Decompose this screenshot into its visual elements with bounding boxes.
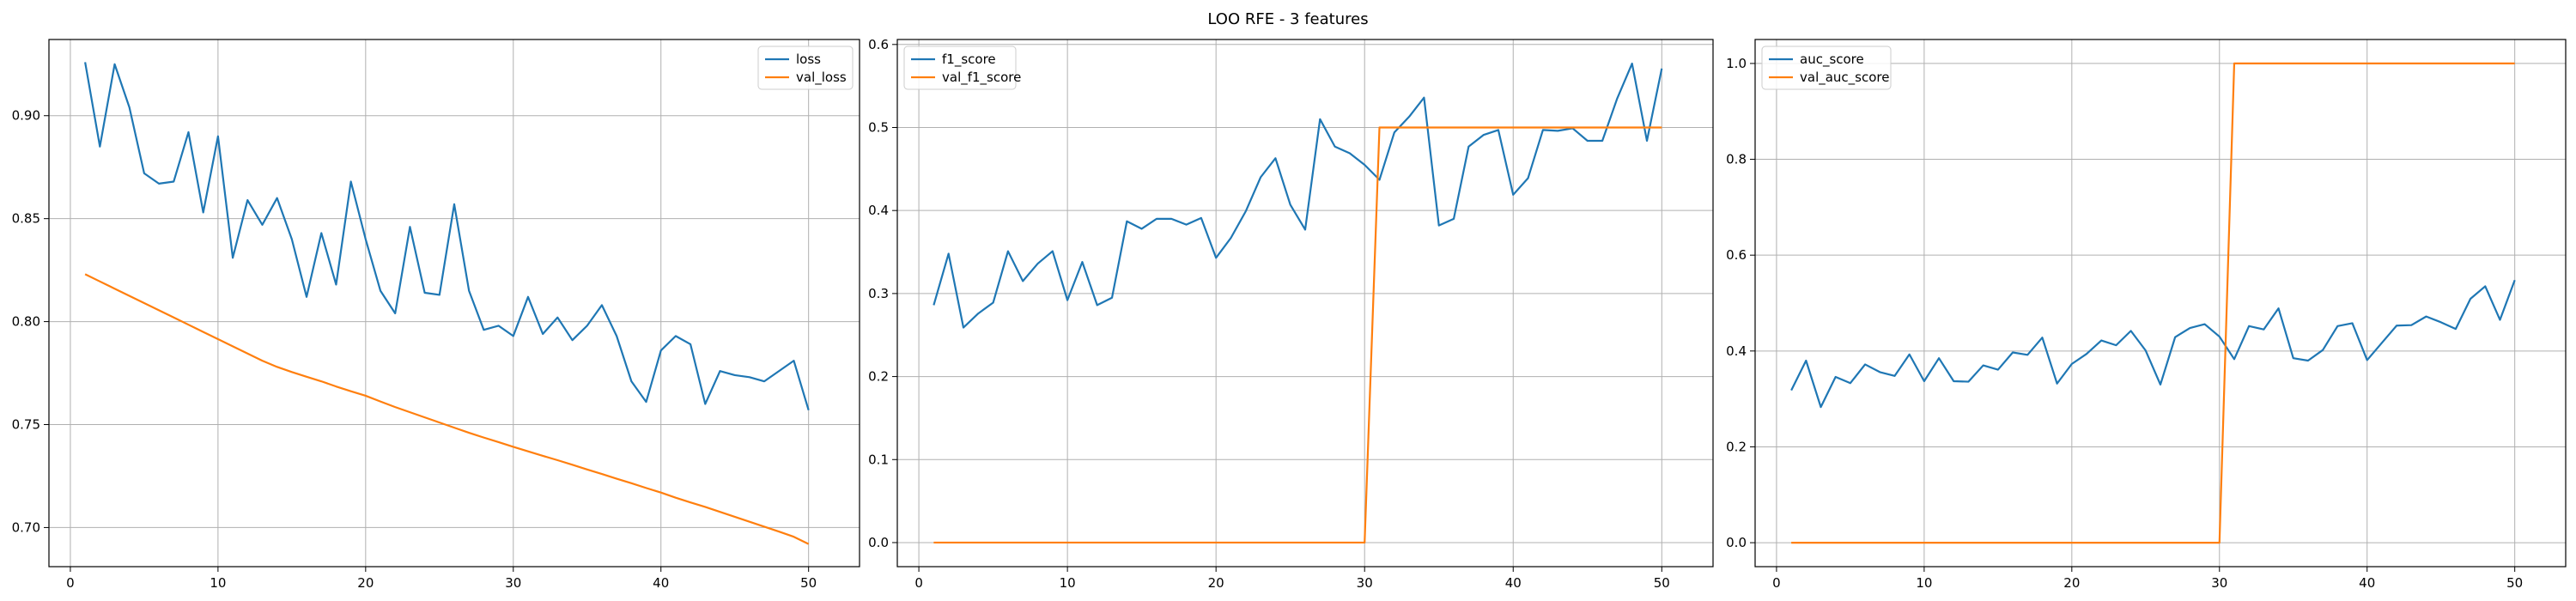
y-tick-label: 0.70 bbox=[12, 519, 40, 535]
x-tick-label: 30 bbox=[505, 575, 521, 591]
x-tick-label: 40 bbox=[2359, 575, 2375, 591]
y-tick-label: 0.2 bbox=[1726, 439, 1747, 454]
x-tick-label: 30 bbox=[1357, 575, 1373, 591]
x-tick-label: 50 bbox=[2506, 575, 2523, 591]
legend: auc_score val_auc_score bbox=[1761, 46, 1892, 90]
legend-box bbox=[1761, 46, 1892, 90]
y-tick-label: 0.0 bbox=[1726, 535, 1747, 550]
figure-suptitle: LOO RFE - 3 features bbox=[1207, 10, 1368, 28]
y-tick-label: 0.8 bbox=[1726, 152, 1747, 167]
x-tick-label: 0 bbox=[1772, 575, 1781, 591]
x-tick-label: 30 bbox=[2211, 575, 2227, 591]
legend-label-val_auc_score: val_auc_score bbox=[1800, 70, 1890, 86]
y-tick-label: 0.90 bbox=[12, 108, 40, 124]
y-tick-label: 0.4 bbox=[868, 203, 889, 218]
x-tick-label: 20 bbox=[357, 575, 374, 591]
legend: loss val_loss bbox=[757, 46, 854, 90]
legend-box bbox=[757, 46, 854, 90]
x-tick-label: 50 bbox=[1654, 575, 1670, 591]
legend: f1_score val_f1_score bbox=[903, 46, 1021, 90]
axes-frame bbox=[48, 39, 860, 568]
y-tick-label: 0.1 bbox=[868, 452, 889, 467]
x-tick-label: 0 bbox=[914, 575, 923, 591]
subplot-2: 0 10 20 30 40 50 0.0 0.1 0.2 0.3 0.4 0.5 0.6 f1_score… bbox=[868, 37, 1714, 591]
series-line-val_f1_score bbox=[933, 126, 1662, 544]
series-line-auc_score bbox=[1790, 279, 2516, 409]
y-tick-label: 0.6 bbox=[868, 37, 889, 52]
x-tick-label: 0 bbox=[66, 575, 75, 591]
y-tick-label: 0.0 bbox=[868, 535, 889, 550]
y-tick-label: 0.80 bbox=[12, 314, 40, 330]
y-tick-label: 0.75 bbox=[12, 417, 40, 433]
legend-label-loss: loss bbox=[796, 52, 821, 67]
y-tick-label: 0.5 bbox=[868, 119, 889, 135]
x-tick-label: 20 bbox=[1208, 575, 1224, 591]
subplot-3: 0 10 20 30 40 50 0.0 0.2 0.4 0.6 0.8 1.0 auc_scoreva… bbox=[1726, 39, 2567, 591]
axes-frame bbox=[896, 39, 1714, 568]
x-tick-label: 40 bbox=[1505, 575, 1522, 591]
y-tick-label: 0.6 bbox=[1726, 247, 1747, 263]
series-line-val_loss bbox=[84, 273, 810, 545]
series-line-loss bbox=[84, 62, 810, 411]
axes-frame bbox=[1754, 39, 2567, 568]
y-tick-label: 0.4 bbox=[1726, 343, 1747, 359]
legend-box bbox=[903, 46, 1017, 90]
legend-label-val_loss: val_loss bbox=[796, 70, 847, 86]
x-tick-label: 10 bbox=[210, 575, 226, 591]
y-tick-label: 0.2 bbox=[868, 369, 889, 385]
legend-label-val_f1_score: val_f1_score bbox=[942, 70, 1021, 86]
legend-label-f1_score: f1_score bbox=[942, 52, 996, 68]
x-tick-label: 20 bbox=[2063, 575, 2080, 591]
x-tick-label: 10 bbox=[1060, 575, 1076, 591]
x-tick-label: 40 bbox=[653, 575, 669, 591]
x-tick-label: 10 bbox=[1916, 575, 1932, 591]
subplots: 0 10 20 30 40 500.700.750.800.850.90lossval_l… bbox=[12, 37, 2567, 591]
x-tick-label: 50 bbox=[800, 575, 817, 591]
y-tick-label: 0.85 bbox=[12, 211, 40, 227]
series-line-val_auc_score bbox=[1791, 62, 2515, 544]
y-tick-label: 0.3 bbox=[868, 286, 889, 301]
y-tick-label: 1.0 bbox=[1726, 56, 1747, 71]
series-line-f1_score bbox=[933, 62, 1663, 329]
legend-label-auc_score: auc_score bbox=[1800, 52, 1864, 68]
subplot-1: 0 10 20 30 40 50 0.70 0.75 0.80 0.85 0.90 loss val_l… bbox=[12, 39, 860, 591]
